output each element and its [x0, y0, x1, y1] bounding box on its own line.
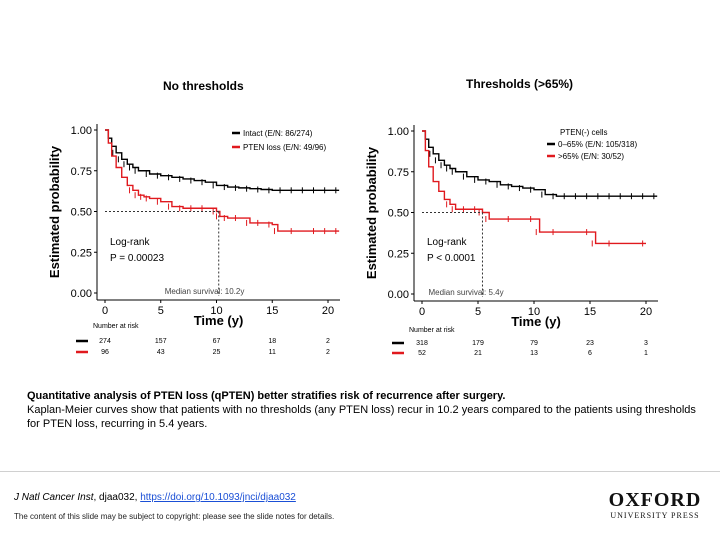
legend-entry: PTEN loss (E/N: 49/96)	[243, 143, 326, 152]
risk-table-title: Number at risk	[93, 323, 139, 330]
x-tick-label: 10	[210, 305, 222, 317]
risk-count: 25	[213, 349, 221, 356]
doi-link[interactable]: https://doi.org/10.1093/jnci/djaa032	[140, 492, 296, 503]
risk-count: 3	[644, 340, 648, 347]
y-tick-label: 0.25	[388, 248, 409, 260]
risk-count: 274	[99, 338, 111, 345]
risk-count: 1	[644, 350, 648, 357]
x-tick-label: 20	[322, 305, 334, 317]
journal-name: J Natl Cancer Inst	[14, 492, 94, 503]
risk-count: 67	[213, 338, 221, 345]
risk-count: 52	[418, 350, 426, 357]
caption-body: Kaplan-Meier curves show that patients w…	[27, 404, 696, 430]
y-tick-label: 0.25	[71, 247, 92, 259]
risk-count: 2	[326, 338, 330, 345]
y-axis-label: Estimated probability	[47, 145, 62, 278]
y-axis-label: Estimated probability	[364, 146, 379, 279]
risk-count: 79	[530, 340, 538, 347]
citation: J Natl Cancer Inst, djaa032, https://doi…	[14, 492, 296, 503]
x-tick-label: 20	[640, 306, 652, 318]
risk-table-title: Number at risk	[409, 327, 455, 334]
footer-divider	[0, 471, 720, 472]
risk-count: 13	[530, 350, 538, 357]
risk-count: 179	[472, 340, 484, 347]
risk-count: 21	[474, 350, 482, 357]
log-rank-pvalue: P < 0.0001	[427, 253, 476, 264]
km-chart-no-thresholds: 0.00 0.25 0.50 0.75 1.00 0 5 10 15 20 Time (y) Esti…	[47, 124, 340, 356]
km-chart-thresholds: 0.00 0.25 0.50 0.75 1.00 0 5 10 15 20 Time (y) Esti…	[364, 125, 658, 357]
y-tick-label: 0.50	[71, 207, 92, 219]
publisher-logo-sub: UNIVERSITY PRESS	[610, 511, 700, 520]
y-tick-label: 0.50	[388, 208, 409, 220]
x-tick-label: 15	[266, 305, 278, 317]
legend-title: PTEN(-) cells	[560, 128, 608, 137]
risk-count: 157	[155, 338, 167, 345]
y-tick-label: 0.75	[71, 166, 92, 178]
y-tick-label: 0.00	[388, 289, 409, 301]
x-tick-label: 15	[584, 306, 596, 318]
x-axis-label: Time (y)	[511, 314, 561, 329]
risk-count: 2	[326, 349, 330, 356]
citation-text: , djaa032,	[93, 492, 141, 503]
panel-title-left: No thresholds	[163, 79, 244, 93]
risk-count: 18	[268, 338, 276, 345]
figure-caption: Quantitative analysis of PTEN loss (qPTE…	[27, 389, 707, 431]
legend-entry: 0–65% (E/N: 105/318)	[558, 140, 637, 149]
x-tick-label: 5	[475, 306, 481, 318]
log-rank-label: Log-rank	[427, 237, 467, 248]
log-rank-label: Log-rank	[110, 237, 150, 248]
x-tick-label: 0	[102, 305, 108, 317]
copyright-notice: The content of this slide may be subject…	[14, 512, 335, 521]
publisher-logo: OXFORD UNIVERSITY PRESS	[600, 490, 710, 520]
median-survival-label: Median survival: 10.2y	[165, 287, 245, 296]
risk-count: 23	[586, 340, 594, 347]
risk-count: 96	[101, 349, 109, 356]
legend-entry: >65% (E/N: 30/52)	[558, 152, 624, 161]
publisher-logo-main: OXFORD	[608, 489, 702, 511]
y-tick-label: 0.00	[71, 288, 92, 300]
panel-title-right: Thresholds (>65%)	[466, 77, 574, 91]
median-survival-label: Median survival: 5.4y	[428, 288, 503, 297]
risk-count: 6	[588, 350, 592, 357]
log-rank-pvalue: P = 0.00023	[110, 253, 164, 264]
survival-curve-reference	[422, 130, 658, 197]
x-tick-label: 10	[528, 306, 540, 318]
survival-curve-pten-loss	[422, 130, 646, 245]
x-tick-label: 5	[158, 305, 164, 317]
y-tick-label: 1.00	[71, 125, 92, 137]
survival-curve-reference	[105, 129, 340, 192]
risk-count: 43	[157, 349, 165, 356]
risk-count: 11	[269, 349, 276, 356]
x-axis-label: Time (y)	[194, 313, 244, 328]
y-tick-label: 1.00	[388, 126, 409, 138]
legend-entry: Intact (E/N: 86/274)	[243, 129, 313, 138]
x-tick-label: 0	[419, 306, 425, 318]
risk-count: 318	[416, 340, 428, 347]
y-tick-label: 0.75	[388, 167, 409, 179]
caption-title: Quantitative analysis of PTEN loss (qPTE…	[27, 390, 506, 402]
